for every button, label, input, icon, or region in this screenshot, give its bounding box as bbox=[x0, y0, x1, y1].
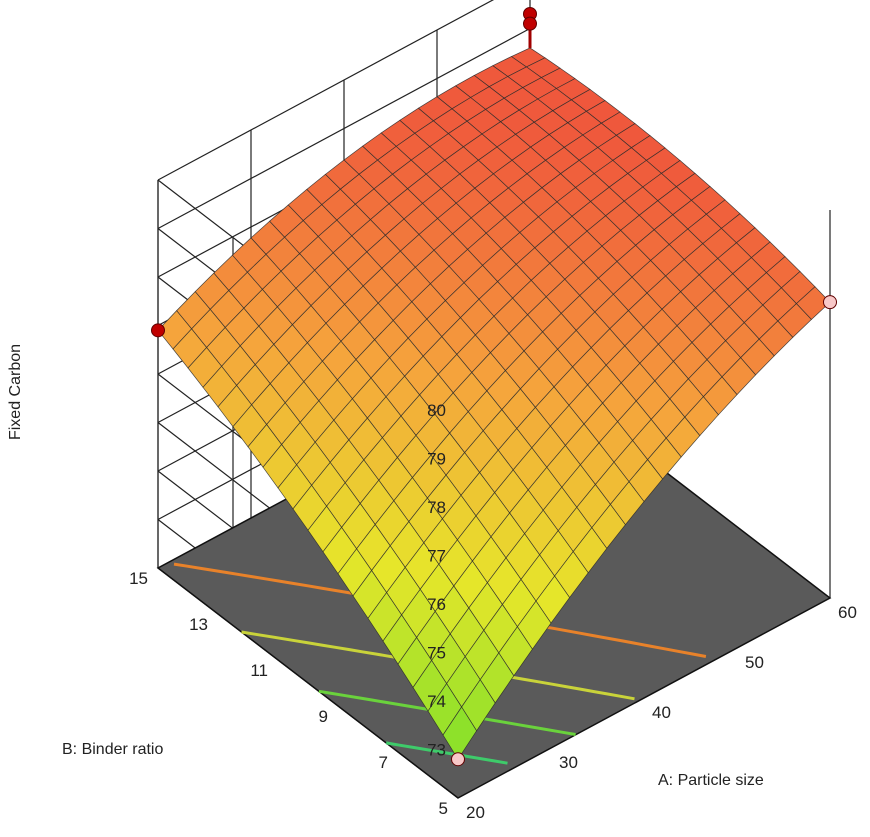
z-tick-label: 77 bbox=[427, 547, 446, 566]
x-tick-label: 40 bbox=[652, 703, 671, 722]
x-tick-label: 20 bbox=[466, 803, 485, 822]
design-point bbox=[823, 295, 837, 310]
y-tick-label: 7 bbox=[379, 753, 388, 772]
y-tick-label: 5 bbox=[439, 799, 448, 818]
response-surface bbox=[157, 47, 831, 760]
x-tick-label: 50 bbox=[745, 653, 764, 672]
y-axis-title: B: Binder ratio bbox=[62, 741, 163, 758]
y-tick-label: 9 bbox=[319, 707, 328, 726]
x-tick-label: 30 bbox=[559, 753, 578, 772]
design-points bbox=[151, 6, 837, 767]
surface-cell bbox=[442, 706, 478, 760]
contour-line bbox=[385, 741, 508, 765]
z-tick-label: 76 bbox=[427, 595, 446, 614]
design-point bbox=[523, 16, 537, 31]
y-tick-label: 15 bbox=[129, 569, 148, 588]
z-tick-label: 79 bbox=[427, 450, 446, 469]
z-tick-label: 74 bbox=[427, 692, 446, 711]
y-tick-label: 13 bbox=[189, 615, 208, 634]
design-point bbox=[451, 752, 465, 767]
design-point bbox=[151, 323, 165, 338]
x-tick-label: 60 bbox=[838, 603, 857, 622]
z-axis-title: Fixed Carbon bbox=[7, 344, 24, 440]
y-tick-label: 11 bbox=[250, 661, 268, 680]
x-axis-title: A: Particle size bbox=[658, 772, 764, 789]
z-tick-label: 73 bbox=[427, 741, 446, 760]
z-tick-label: 78 bbox=[427, 498, 446, 517]
axis-titles: Fixed Carbon B: Binder ratio A: Particle… bbox=[7, 344, 764, 789]
z-tick-label: 80 bbox=[427, 401, 446, 420]
z-tick-label: 75 bbox=[427, 644, 446, 663]
contour-lines bbox=[173, 562, 707, 765]
